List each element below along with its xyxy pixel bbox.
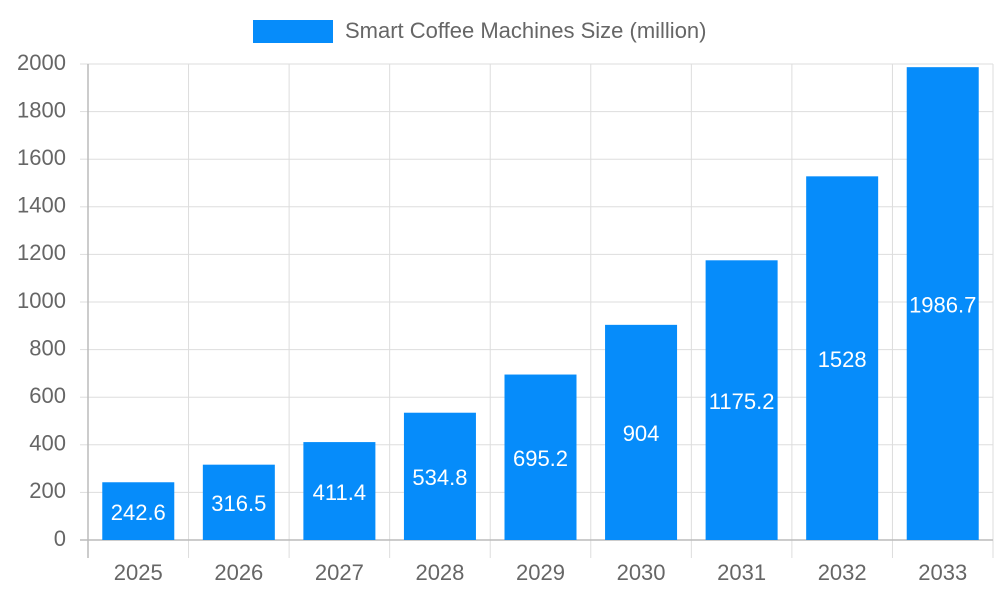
- x-tick-label: 2030: [617, 560, 666, 585]
- bar: [906, 67, 979, 540]
- x-tick-label: 2027: [315, 560, 364, 585]
- bar: [705, 260, 778, 540]
- bar: [504, 374, 577, 540]
- data-label: 695.2: [513, 446, 568, 471]
- data-label: 1986.7: [909, 292, 976, 317]
- bar: [102, 482, 175, 540]
- data-label: 411.4: [313, 480, 366, 505]
- data-label: 534.8: [412, 465, 467, 490]
- bar: [303, 442, 376, 540]
- x-tick-label: 2032: [818, 560, 867, 585]
- x-tick-label: 2026: [214, 560, 263, 585]
- y-tick-label: 1000: [17, 288, 66, 313]
- y-tick-label: 2000: [17, 50, 66, 75]
- bar: [202, 464, 275, 540]
- bar: [806, 176, 879, 540]
- bar: [605, 324, 678, 540]
- y-tick-label: 1400: [17, 193, 66, 218]
- y-tick-label: 200: [29, 478, 66, 503]
- y-tick-label: 800: [29, 335, 66, 360]
- x-tick-label: 2025: [114, 560, 163, 585]
- bar: [403, 412, 476, 540]
- legend-swatch: [253, 20, 333, 43]
- x-tick-label: 2031: [717, 560, 766, 585]
- y-tick-label: 0: [54, 526, 66, 551]
- x-tick-label: 2029: [516, 560, 565, 585]
- legend-label: Smart Coffee Machines Size (million): [345, 18, 707, 43]
- data-label: 1528: [818, 347, 867, 372]
- x-tick-label: 2033: [918, 560, 967, 585]
- x-tick-label: 2028: [415, 560, 464, 585]
- y-tick-label: 600: [29, 383, 66, 408]
- y-tick-label: 400: [29, 431, 66, 456]
- data-label: 1175.2: [709, 389, 775, 414]
- data-label: 316.5: [211, 491, 266, 516]
- data-label: 904: [623, 421, 660, 446]
- y-tick-label: 1800: [17, 97, 66, 122]
- y-tick-label: 1200: [17, 240, 66, 265]
- data-label: 242.6: [111, 500, 166, 525]
- y-tick-label: 1600: [17, 145, 66, 170]
